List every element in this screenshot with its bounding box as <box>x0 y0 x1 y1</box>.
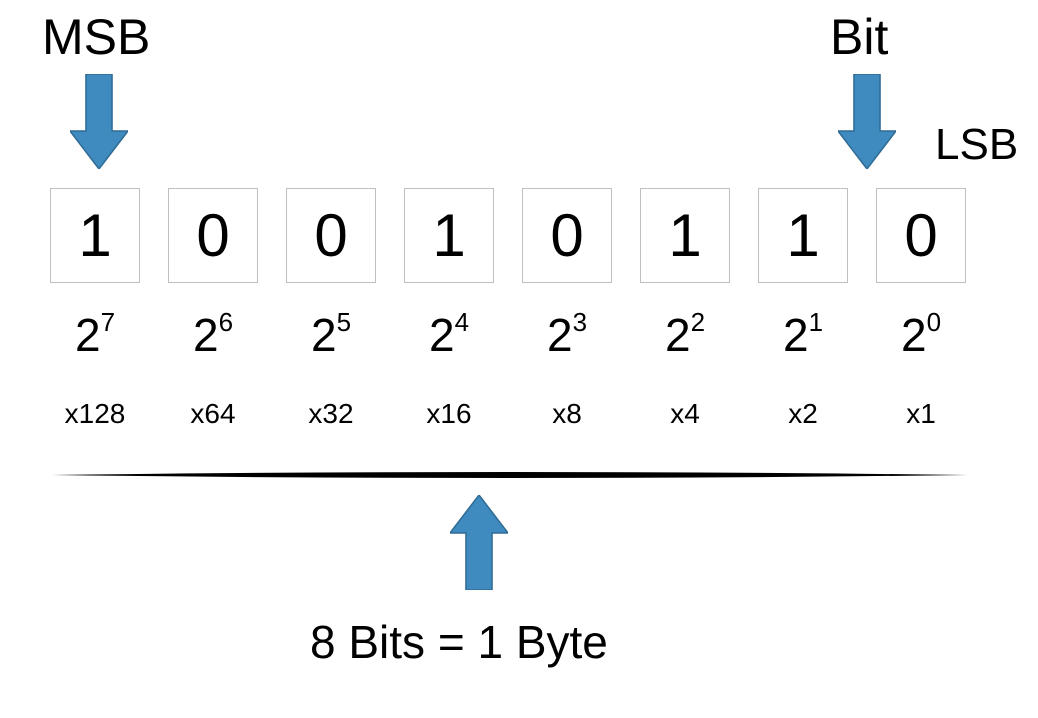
multiplier-value: x2 <box>788 398 818 429</box>
bit-box: 0 <box>168 188 258 283</box>
power-base: 2 <box>429 309 455 361</box>
bit-value: 0 <box>314 201 347 270</box>
bit-label: Bit <box>830 8 888 66</box>
arrow-up-byte-icon <box>450 495 508 590</box>
power-cell: 23 <box>522 308 612 362</box>
multiplier-cell: x32 <box>286 398 376 430</box>
bit-box: 0 <box>522 188 612 283</box>
power-row: 2726252423222120 <box>50 308 966 362</box>
power-cell: 20 <box>876 308 966 362</box>
multiplier-cell: x4 <box>640 398 730 430</box>
power-cell: 27 <box>50 308 140 362</box>
power-exponent: 3 <box>573 307 587 337</box>
bit-value: 1 <box>786 201 819 270</box>
byte-caption: 8 Bits = 1 Byte <box>310 615 608 669</box>
multiplier-value: x1 <box>906 398 936 429</box>
power-cell: 25 <box>286 308 376 362</box>
multiplier-cell: x1 <box>876 398 966 430</box>
multiplier-cell: x16 <box>404 398 494 430</box>
bit-box: 1 <box>50 188 140 283</box>
multiplier-value: x4 <box>670 398 700 429</box>
power-cell: 24 <box>404 308 494 362</box>
bit-value: 1 <box>78 201 111 270</box>
power-base: 2 <box>783 309 809 361</box>
bit-row: 1 0 0 1 0 1 1 0 <box>50 188 966 283</box>
bit-value: 1 <box>668 201 701 270</box>
multiplier-cell: x64 <box>168 398 258 430</box>
multiplier-cell: x128 <box>50 398 140 430</box>
divider-line <box>50 470 970 480</box>
power-cell: 26 <box>168 308 258 362</box>
power-base: 2 <box>311 309 337 361</box>
power-exponent: 6 <box>219 307 233 337</box>
bit-value: 0 <box>196 201 229 270</box>
power-exponent: 1 <box>809 307 823 337</box>
bit-box: 1 <box>758 188 848 283</box>
arrow-down-msb-icon <box>70 74 128 169</box>
power-exponent: 0 <box>927 307 941 337</box>
multiplier-value: x64 <box>190 398 235 429</box>
power-base: 2 <box>547 309 573 361</box>
multiplier-row: x128 x64 x32 x16 x8 x4 x2 x1 <box>50 398 966 430</box>
bit-box: 0 <box>876 188 966 283</box>
lsb-label: LSB <box>935 120 1018 170</box>
multiplier-cell: x2 <box>758 398 848 430</box>
power-cell: 22 <box>640 308 730 362</box>
bit-value: 0 <box>904 201 937 270</box>
arrow-down-bit-icon <box>838 74 896 169</box>
bit-value: 1 <box>432 201 465 270</box>
multiplier-value: x32 <box>308 398 353 429</box>
bit-box: 0 <box>286 188 376 283</box>
power-exponent: 2 <box>691 307 705 337</box>
power-exponent: 4 <box>455 307 469 337</box>
power-base: 2 <box>901 309 927 361</box>
power-exponent: 5 <box>337 307 351 337</box>
power-base: 2 <box>665 309 691 361</box>
power-cell: 21 <box>758 308 848 362</box>
power-base: 2 <box>75 309 101 361</box>
multiplier-value: x8 <box>552 398 582 429</box>
power-base: 2 <box>193 309 219 361</box>
bit-box: 1 <box>404 188 494 283</box>
bit-value: 0 <box>550 201 583 270</box>
bit-box: 1 <box>640 188 730 283</box>
multiplier-value: x128 <box>65 398 126 429</box>
multiplier-value: x16 <box>426 398 471 429</box>
power-exponent: 7 <box>101 307 115 337</box>
multiplier-cell: x8 <box>522 398 612 430</box>
msb-label: MSB <box>42 8 150 66</box>
